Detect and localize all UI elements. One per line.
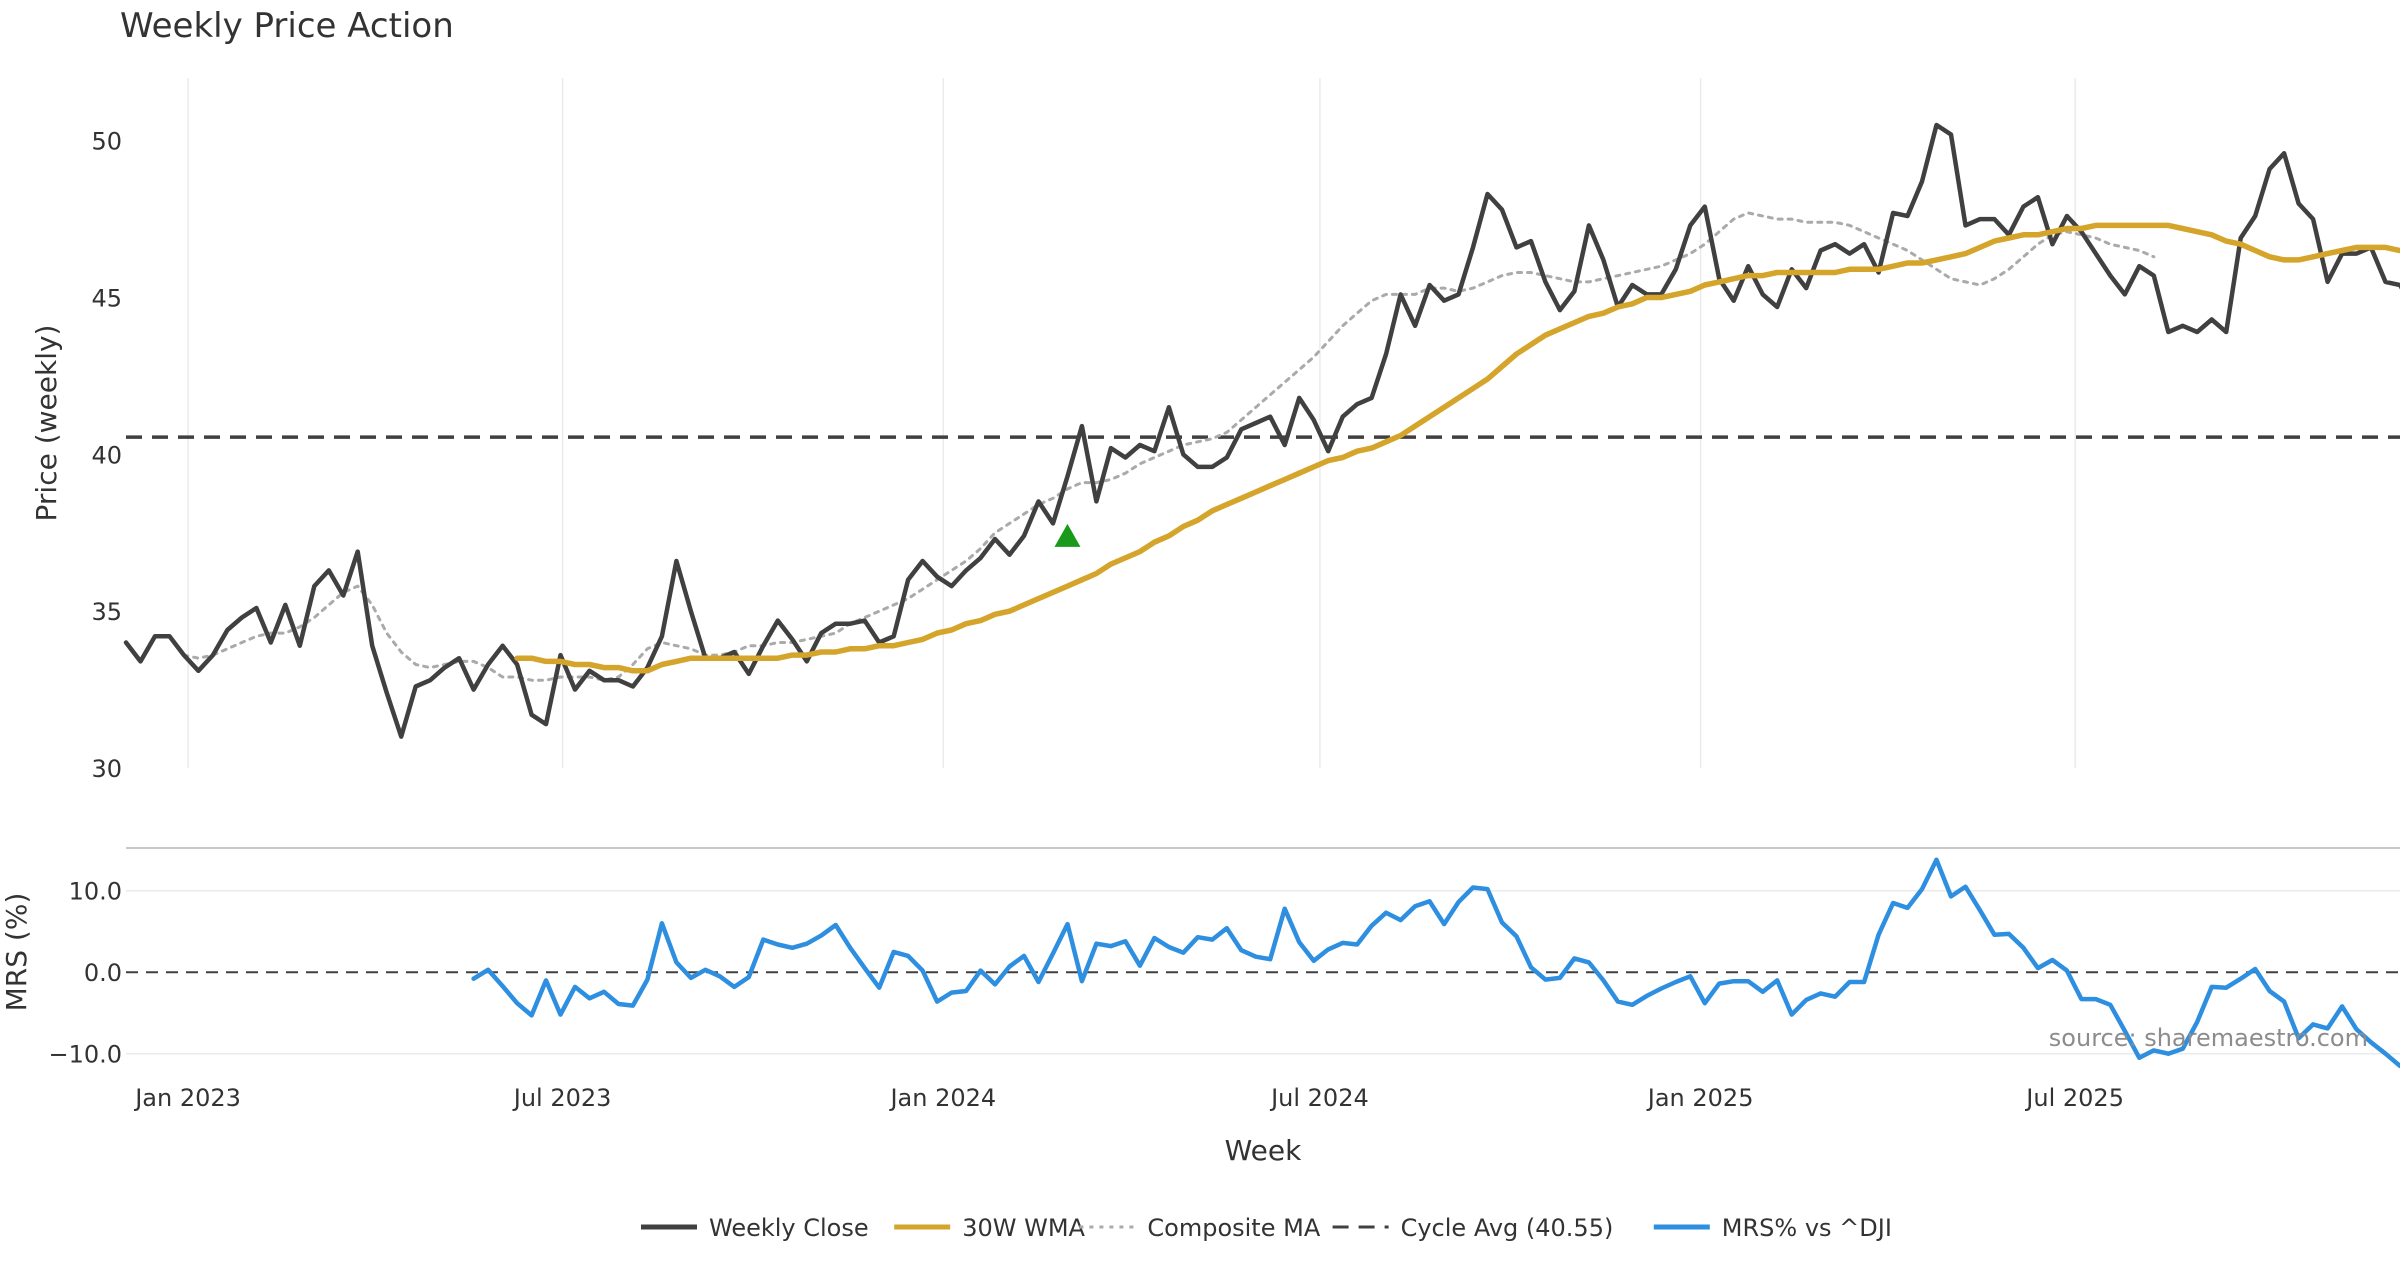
x-tick-label-4: Jan 2025 (1646, 1084, 1754, 1112)
legend-label-2: Composite MA (1147, 1214, 1320, 1242)
price-y-tick-label-35: 35 (91, 598, 122, 626)
series-weekly-close (123, 122, 2400, 739)
mrs-y-tick-label-1: 0.0 (84, 959, 122, 987)
legend-label-3: Cycle Avg (40.55) (1401, 1214, 1614, 1242)
series-composite-ma (182, 211, 2156, 682)
source-annotation: source: sharemaestro.com (2049, 1024, 2368, 1052)
mrs-y-tick-label-2: 10.0 (69, 878, 122, 906)
mrs-y-tick-label-0: −10.0 (48, 1041, 122, 1069)
buy-signal-marker (1054, 523, 1081, 547)
legend-label-4: MRS% vs ^DJI (1722, 1214, 1892, 1242)
price-y-tick-label-50: 50 (91, 128, 122, 156)
legend-label-1: 30W WMA (962, 1214, 1085, 1242)
price-y-tick-label-40: 40 (91, 441, 122, 469)
x-tick-label-3: Jul 2024 (1269, 1084, 1369, 1112)
price-y-axis-label: Price (weekly) (30, 325, 63, 522)
chart-title: Weekly Price Action (120, 6, 454, 46)
mrs-y-axis-label: MRS (%) (0, 893, 33, 1012)
price-y-tick-label-45: 45 (91, 285, 122, 313)
x-tick-label-2: Jan 2024 (888, 1084, 996, 1112)
x-tick-label-1: Jul 2023 (512, 1084, 612, 1112)
series-mrs (471, 857, 2400, 1069)
x-axis-label: Week (1225, 1134, 1302, 1167)
x-tick-label-0: Jan 2023 (133, 1084, 241, 1112)
series-30w-wma (514, 222, 2400, 674)
x-tick-label-5: Jul 2025 (2024, 1084, 2124, 1112)
legend-label-0: Weekly Close (709, 1214, 869, 1242)
price-y-tick-label-30: 30 (91, 755, 122, 783)
